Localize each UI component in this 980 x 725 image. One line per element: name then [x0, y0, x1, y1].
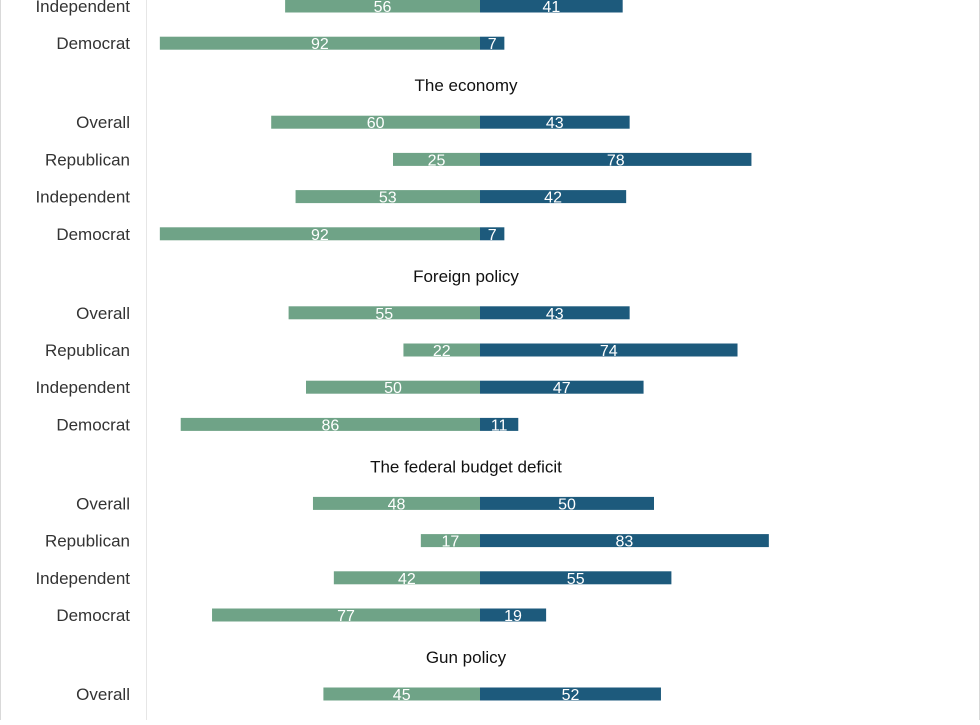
row-label: Independent — [35, 188, 130, 207]
data-label-disapprove: 42 — [398, 571, 416, 588]
data-label-approve: 11 — [491, 417, 508, 434]
data-label-approve: 52 — [562, 687, 580, 704]
data-label-disapprove: 53 — [379, 190, 397, 207]
bar-disapprove — [212, 608, 481, 622]
row-label: Independent — [35, 569, 130, 588]
data-label-approve: 50 — [558, 496, 576, 513]
row-label: Overall — [76, 304, 130, 323]
bar-approve — [480, 571, 672, 585]
data-label-approve: 43 — [546, 115, 564, 132]
bar-approve — [480, 0, 623, 13]
bar-approve — [480, 343, 738, 357]
bar-disapprove — [271, 115, 480, 129]
data-label-approve: 7 — [488, 227, 497, 244]
group-title: The economy — [415, 76, 518, 95]
bar-approve — [480, 417, 519, 431]
data-label-disapprove: 17 — [442, 534, 460, 551]
data-label-disapprove: 56 — [374, 0, 392, 16]
row-label: Republican — [45, 532, 130, 551]
data-label-disapprove: 45 — [393, 687, 411, 704]
row-label: Republican — [45, 150, 130, 169]
bar-disapprove — [295, 190, 480, 204]
bar-approve — [480, 687, 661, 701]
data-label-approve: 41 — [542, 0, 560, 16]
bar-approve — [480, 152, 752, 166]
data-label-approve: 83 — [616, 534, 634, 551]
data-label-disapprove: 77 — [337, 608, 355, 625]
bar-approve — [480, 380, 644, 394]
bar-approve — [480, 306, 630, 320]
data-label-disapprove: 25 — [428, 152, 446, 169]
data-label-approve: 74 — [600, 343, 618, 360]
bar-disapprove — [285, 0, 480, 13]
data-label-disapprove: 55 — [375, 306, 393, 323]
row-label: Overall — [76, 494, 130, 513]
data-label-approve: 43 — [546, 306, 564, 323]
bar-disapprove — [288, 306, 480, 320]
bar-approve — [480, 534, 769, 548]
group-title: Foreign policy — [413, 267, 519, 286]
row-label: Democrat — [56, 225, 130, 244]
bar-disapprove — [306, 380, 480, 394]
bar-disapprove — [159, 227, 480, 241]
row-label: Overall — [76, 685, 130, 704]
row-label: Independent — [35, 378, 130, 397]
row-label: Overall — [76, 113, 130, 132]
bar-approve — [480, 227, 505, 241]
bar-approve — [480, 36, 505, 50]
data-label-disapprove: 92 — [311, 36, 329, 53]
row-label: Democrat — [56, 415, 130, 434]
bar-disapprove — [312, 496, 480, 510]
data-label-disapprove: 60 — [367, 115, 385, 132]
data-label-disapprove: 50 — [384, 380, 402, 397]
bar-approve — [480, 190, 627, 204]
bar-disapprove — [333, 571, 480, 585]
group-title: The federal budget deficit — [370, 457, 562, 476]
data-label-approve: 7 — [488, 36, 497, 53]
row-label: Democrat — [56, 606, 130, 625]
bar-disapprove — [323, 687, 480, 701]
data-label-approve: 47 — [553, 380, 571, 397]
bar-approve — [480, 496, 654, 510]
data-label-approve: 42 — [544, 190, 562, 207]
bar-disapprove — [420, 534, 480, 548]
row-label: Republican — [45, 341, 130, 360]
data-label-approve: 19 — [504, 608, 522, 625]
bar-approve — [480, 608, 547, 622]
chart-marks: Independent 56 41 Democrat 92 7 The economy Ove… — [35, 0, 769, 725]
bar-disapprove — [159, 36, 480, 50]
bar-approve — [480, 115, 630, 129]
row-label: Democrat — [56, 34, 130, 53]
bar-disapprove — [393, 152, 480, 166]
data-label-approve: 78 — [607, 152, 625, 169]
row-label: Independent — [35, 0, 130, 16]
data-label-disapprove: 22 — [433, 343, 451, 360]
bar-disapprove — [403, 343, 480, 357]
group-title: Gun policy — [426, 648, 507, 667]
bar-disapprove — [180, 417, 480, 431]
data-label-disapprove: 86 — [321, 417, 339, 434]
data-label-disapprove: 48 — [388, 496, 406, 513]
data-label-disapprove: 92 — [311, 227, 329, 244]
data-label-approve: 55 — [567, 571, 585, 588]
